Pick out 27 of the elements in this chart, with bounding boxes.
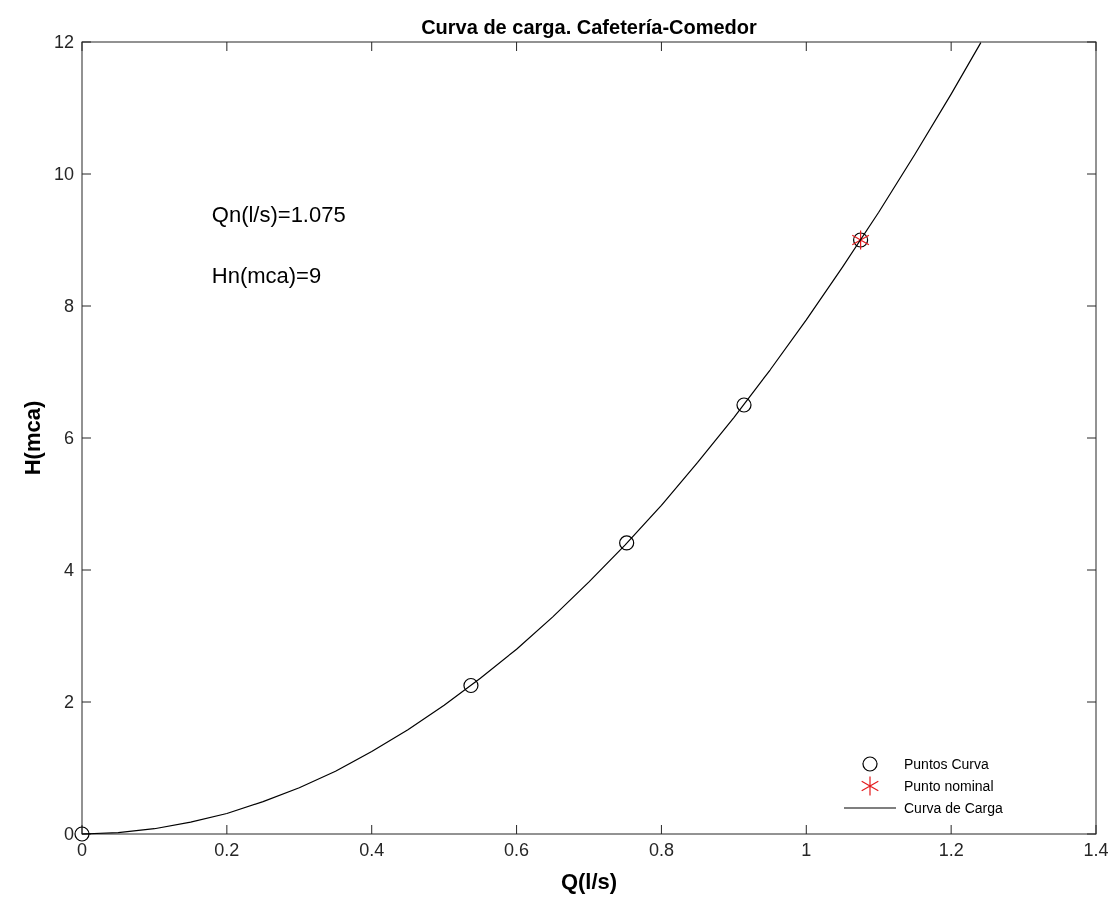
legend-label: Punto nominal bbox=[904, 777, 994, 794]
y-tick-label: 4 bbox=[63, 560, 74, 581]
y-tick-label: 10 bbox=[53, 164, 74, 185]
x-tick-label: 1 bbox=[801, 840, 812, 860]
y-axis-title: H(mca) bbox=[20, 400, 45, 476]
x-tick-label: 1.4 bbox=[1083, 840, 1109, 860]
chart-title: Curva de carga. Cafetería-Comedor bbox=[421, 16, 758, 38]
x-axis-title: Q(l/s) bbox=[560, 869, 618, 894]
point bbox=[463, 677, 479, 694]
legend-label: Puntos Curva bbox=[904, 755, 990, 772]
y-tick-label: 6 bbox=[63, 428, 74, 449]
x-tick-label: 0.8 bbox=[648, 840, 674, 860]
y-tick-label: 2 bbox=[63, 692, 74, 713]
point bbox=[619, 535, 635, 551]
x-tick-label: 0 bbox=[76, 840, 88, 860]
legend-label: Curva de Carga bbox=[904, 799, 1004, 816]
x-tick-label: 0.2 bbox=[214, 840, 240, 860]
y-tick-label: 8 bbox=[63, 296, 74, 317]
y-tick-label: 0 bbox=[63, 824, 74, 845]
x-tick-label: 0.4 bbox=[359, 840, 385, 860]
annotation: Qn(l/s)=1.075 bbox=[211, 202, 346, 227]
point bbox=[74, 826, 90, 842]
annotation: Hn(mca)=9 bbox=[211, 263, 322, 288]
point bbox=[736, 397, 752, 413]
x-tick-label: 0.6 bbox=[504, 840, 530, 860]
x-tick-label: 1.2 bbox=[938, 840, 964, 860]
y-tick-label: 12 bbox=[53, 32, 74, 53]
